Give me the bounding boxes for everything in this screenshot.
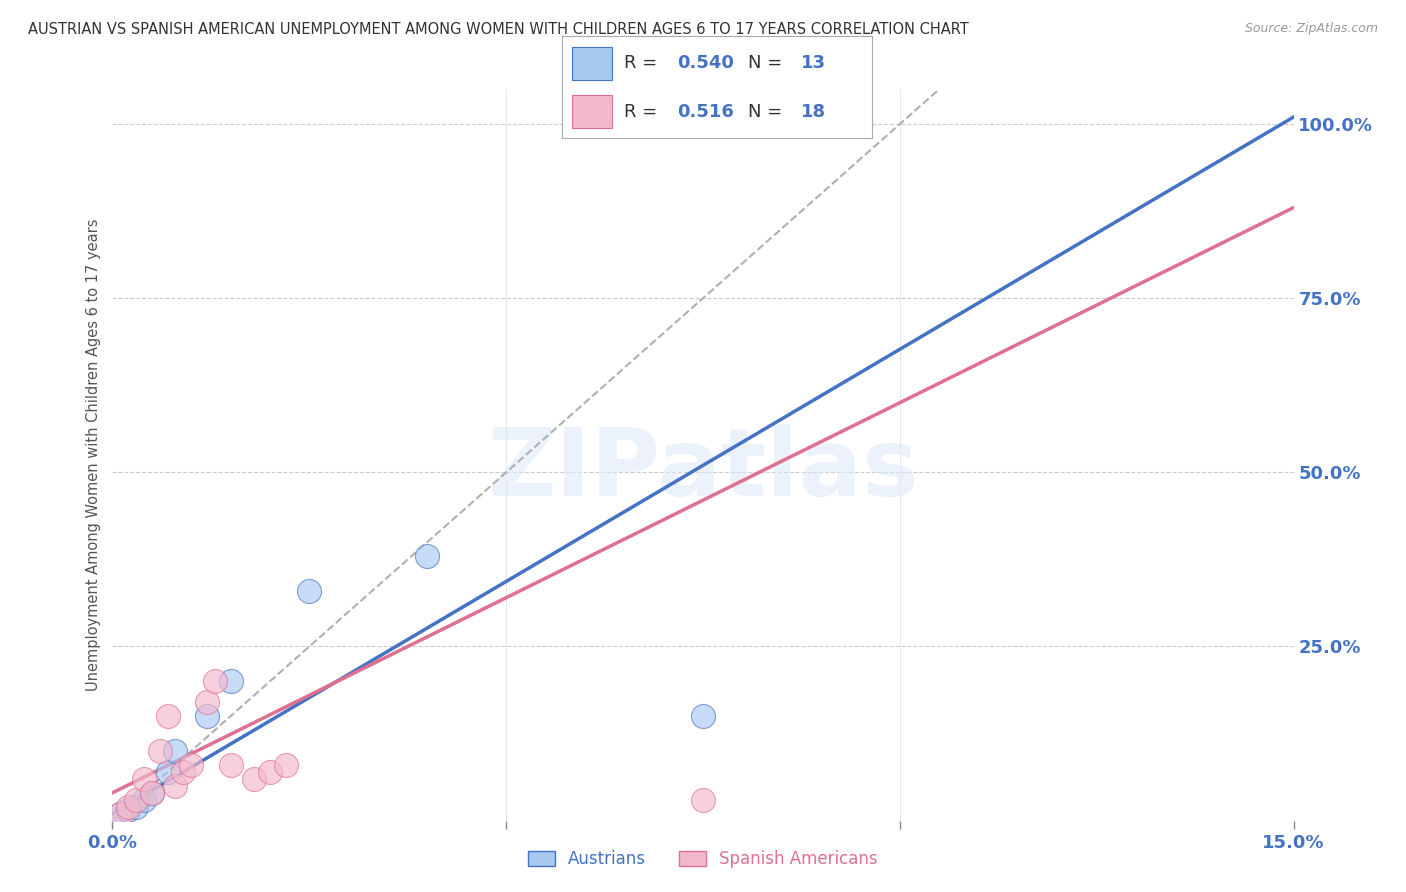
Point xyxy=(132,793,155,807)
FancyBboxPatch shape xyxy=(572,47,612,79)
Point xyxy=(243,772,266,786)
Point xyxy=(141,786,163,800)
Legend: Austrians, Spanish Americans: Austrians, Spanish Americans xyxy=(522,843,884,874)
FancyBboxPatch shape xyxy=(572,95,612,128)
Text: 18: 18 xyxy=(800,103,825,120)
Text: R =: R = xyxy=(624,103,664,120)
Point xyxy=(110,806,132,821)
Point xyxy=(149,744,172,758)
Point xyxy=(117,799,139,814)
Point xyxy=(259,764,281,779)
Point xyxy=(165,744,187,758)
Point xyxy=(692,709,714,723)
Y-axis label: Unemployment Among Women with Children Ages 6 to 17 years: Unemployment Among Women with Children A… xyxy=(86,219,101,691)
Text: 0.540: 0.540 xyxy=(676,54,734,72)
Text: 0.516: 0.516 xyxy=(676,103,734,120)
Point xyxy=(165,779,187,793)
Point xyxy=(117,803,139,817)
Point xyxy=(156,709,179,723)
Point xyxy=(132,772,155,786)
Point xyxy=(219,674,242,689)
Text: AUSTRIAN VS SPANISH AMERICAN UNEMPLOYMENT AMONG WOMEN WITH CHILDREN AGES 6 TO 17: AUSTRIAN VS SPANISH AMERICAN UNEMPLOYMEN… xyxy=(28,22,969,37)
Text: R =: R = xyxy=(624,54,664,72)
Point xyxy=(110,806,132,821)
Point xyxy=(172,764,194,779)
Text: N =: N = xyxy=(748,54,787,72)
Point xyxy=(219,758,242,772)
Point xyxy=(810,110,832,124)
Point xyxy=(125,799,148,814)
Text: ZIPatlas: ZIPatlas xyxy=(488,424,918,516)
Point xyxy=(204,674,226,689)
Point xyxy=(141,786,163,800)
Point xyxy=(195,695,218,709)
Text: N =: N = xyxy=(748,103,787,120)
Point xyxy=(692,793,714,807)
Point xyxy=(298,583,321,598)
Point xyxy=(195,709,218,723)
Text: Source: ZipAtlas.com: Source: ZipAtlas.com xyxy=(1244,22,1378,36)
Point xyxy=(810,110,832,124)
Point xyxy=(180,758,202,772)
Point xyxy=(416,549,439,563)
Point xyxy=(125,793,148,807)
Point xyxy=(274,758,297,772)
Point xyxy=(156,764,179,779)
Text: 13: 13 xyxy=(800,54,825,72)
